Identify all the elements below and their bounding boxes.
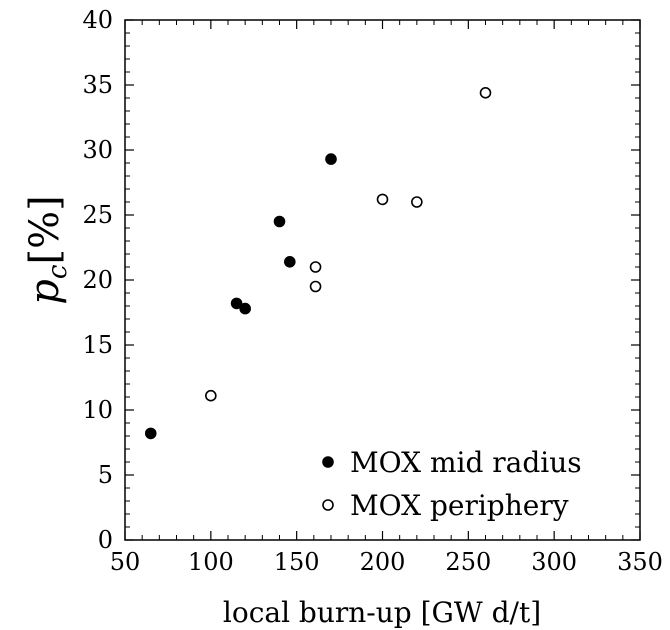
periphery-data-point [411, 196, 423, 208]
mid-radius-data-point [239, 302, 251, 315]
periphery-data-point [479, 87, 492, 99]
y-axis-label-text: pc[%] [22, 195, 73, 304]
legend-marker [322, 456, 334, 468]
mid-radius-data-point [230, 297, 243, 310]
y-tick-label: 5 [98, 461, 113, 489]
y-tick-label: 35 [82, 71, 113, 99]
legend-label: MOX periphery [350, 489, 569, 522]
x-tick-label: 250 [445, 548, 491, 576]
data-points [144, 87, 492, 440]
legend: MOX mid radius MOX periphery [322, 446, 582, 522]
x-axis-label: local burn-up [GW d/t] [223, 596, 541, 629]
y-tick-label: 10 [82, 396, 113, 424]
mid-radius-data-point [283, 255, 296, 268]
y-axis-ticks: 0 5 10 15 20 25 30 35 40 [82, 6, 640, 554]
periphery-data-point [205, 389, 217, 402]
x-tick-label: 50 [110, 548, 141, 576]
x-axis-ticks: 50 100 150 200 250 300 350 [110, 20, 663, 576]
periphery-data-point [309, 280, 322, 293]
y-tick-label: 40 [82, 6, 113, 34]
x-tick-label: 350 [617, 548, 663, 576]
x-tick-label: 300 [531, 548, 577, 576]
y-tick-label: 0 [98, 526, 113, 554]
y-tick-label: 15 [82, 331, 113, 359]
mid-radius-data-point [144, 427, 157, 440]
mid-radius-data-point [273, 215, 286, 228]
y-axis-label: pc[%] [22, 195, 73, 304]
periphery-data-point [309, 261, 322, 273]
y-tick-label: 25 [82, 201, 113, 229]
x-tick-label: 200 [360, 548, 406, 576]
y-tick-label: 30 [82, 136, 113, 164]
x-tick-label: 100 [188, 548, 234, 576]
periphery-data-point [376, 193, 389, 206]
mid-radius-data-point [325, 153, 337, 165]
x-tick-label: 150 [274, 548, 320, 576]
y-tick-label: 20 [82, 266, 113, 294]
legend-label: MOX mid radius [350, 446, 582, 479]
legend-marker [322, 499, 334, 511]
